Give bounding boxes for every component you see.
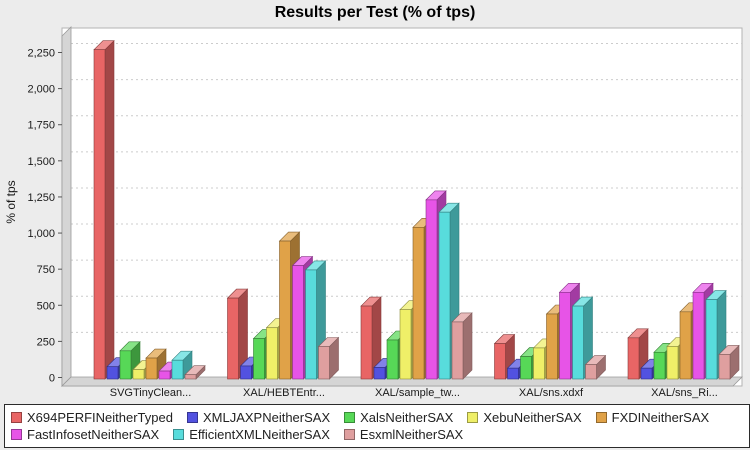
left-wall xyxy=(61,26,72,387)
bar-EsxmlNeitherSAX xyxy=(451,321,464,380)
bar-XMLJAXPNeitherSAX xyxy=(640,367,653,380)
category-label: XAL/sns.xdxf xyxy=(519,387,584,399)
legend-color-chip xyxy=(173,429,185,440)
bar-XalsNeitherSAX xyxy=(119,350,132,380)
bar-side xyxy=(104,39,115,380)
y-tick-label: 750 xyxy=(37,264,55,276)
bar-X694PERFINeitherTyped xyxy=(227,297,239,380)
legend-color-chip xyxy=(343,429,355,440)
bar-FastInfosetNeitherSAX xyxy=(158,370,171,380)
bar-EfficientXMLNeitherSAX xyxy=(705,299,718,380)
y-tick-label: 250 xyxy=(37,336,55,348)
legend-label: XMLJAXPNeitherSAX xyxy=(202,410,331,425)
legend-label: EsxmlNeitherSAX xyxy=(359,427,464,442)
legend-label: FastInfosetNeitherSAX xyxy=(27,427,160,442)
legend-label: EfficientXMLNeitherSAX xyxy=(189,427,330,442)
chart-title: Results per Test (% of tps) xyxy=(274,4,476,21)
bar-FastInfosetNeitherSAX xyxy=(692,292,705,380)
bar-XebuNeitherSAX xyxy=(399,309,412,380)
bar-XebuNeitherSAX xyxy=(266,327,278,380)
bar-EsxmlNeitherSAX xyxy=(718,354,731,380)
legend-label: XalsNeitherSAX xyxy=(360,410,454,425)
bar-X694PERFINeitherTyped xyxy=(494,343,506,380)
bar-XMLJAXPNeitherSAX xyxy=(373,367,386,380)
bar-XalsNeitherSAX xyxy=(520,356,532,380)
legend-label: X694PERFINeitherTyped xyxy=(27,410,173,425)
bar-side xyxy=(462,312,473,380)
bar-XMLJAXPNeitherSAX xyxy=(106,366,119,380)
legend-color-chip xyxy=(11,429,22,440)
y-tick-label: 1,750 xyxy=(27,120,55,132)
bar-FXDINeitherSAX xyxy=(412,227,425,380)
y-axis-title: % of tps xyxy=(4,180,18,223)
y-tick-label: 1,000 xyxy=(27,228,55,240)
legend-row: FastInfosetNeitherSAX EfficientXMLNeither… xyxy=(11,427,743,442)
bar-XalsNeitherSAX xyxy=(386,339,399,380)
y-tick-label: 0 xyxy=(49,373,55,385)
category-label: XAL/HEBTEntr... xyxy=(243,387,325,399)
legend-color-chip xyxy=(467,412,479,423)
bar-XebuNeitherSAX xyxy=(666,346,679,380)
chart-legend: X694PERFINeitherTyped XMLJAXPNeitherSAX Xa… xyxy=(4,404,750,448)
bar-X694PERFINeitherTyped xyxy=(627,337,640,380)
category-label: XAL/sns_Ri... xyxy=(651,387,718,399)
legend-item-FastInfosetNeitherSAX: FastInfosetNeitherSAX xyxy=(11,427,159,442)
bar-EfficientXMLNeitherSAX xyxy=(438,211,451,380)
legend-item-XalsNeitherSAX: XalsNeitherSAX xyxy=(344,410,453,425)
bar-FastInfosetNeitherSAX xyxy=(292,265,304,380)
bar-X694PERFINeitherTyped xyxy=(93,49,106,380)
legend-item-FXDINeitherSAX: FXDINeitherSAX xyxy=(595,410,710,425)
legend-label: XebuNeitherSAX xyxy=(483,410,582,425)
bar-EsxmlNeitherSAX xyxy=(184,374,197,380)
legend-color-chip xyxy=(595,412,607,423)
bar-XMLJAXPNeitherSAX xyxy=(507,367,519,380)
category-label: SVGTinyClean... xyxy=(110,387,192,399)
results-bar-chart: 0 250 500 750 1,000 1,250 1,500 1,750 2,000 2,250… xyxy=(4,26,743,399)
bar-FXDINeitherSAX xyxy=(546,313,558,380)
y-tick-label: 500 xyxy=(37,300,55,312)
legend-label: FXDINeitherSAX xyxy=(611,410,710,425)
bar-FXDINeitherSAX xyxy=(279,240,291,380)
bar-XebuNeitherSAX xyxy=(132,369,145,380)
bar-EsxmlNeitherSAX xyxy=(585,364,597,380)
legend-item-EfficientXMLNeitherSAX: EfficientXMLNeitherSAX xyxy=(173,427,330,442)
bar-XalsNeitherSAX xyxy=(653,351,666,380)
bar-XMLJAXPNeitherSAX xyxy=(240,365,252,380)
bar-FastInfosetNeitherSAX xyxy=(425,199,438,380)
legend-row: X694PERFINeitherTyped XMLJAXPNeitherSAX Xa… xyxy=(11,410,743,425)
bar-EfficientXMLNeitherSAX xyxy=(305,269,317,380)
legend-color-chip xyxy=(11,412,22,423)
bar-EfficientXMLNeitherSAX xyxy=(572,305,584,380)
legend-item-X694PERFINeitherTyped: X694PERFINeitherTyped xyxy=(11,410,173,425)
bar-XebuNeitherSAX xyxy=(533,347,545,380)
bar-FXDINeitherSAX xyxy=(679,311,692,380)
bar-FXDINeitherSAX xyxy=(145,357,158,380)
legend-item-XMLJAXPNeitherSAX: XMLJAXPNeitherSAX xyxy=(186,410,331,425)
legend-color-chip xyxy=(186,412,198,423)
bar-XalsNeitherSAX xyxy=(253,338,265,380)
legend-item-EsxmlNeitherSAX: EsxmlNeitherSAX xyxy=(343,427,464,442)
category-label: XAL/sample_tw... xyxy=(375,387,460,399)
bar-EfficientXMLNeitherSAX xyxy=(171,359,184,380)
bar-FastInfosetNeitherSAX xyxy=(559,292,571,380)
legend-item-XebuNeitherSAX: XebuNeitherSAX xyxy=(467,410,582,425)
y-tick-label: 1,250 xyxy=(27,192,55,204)
y-tick-label: 2,250 xyxy=(27,48,55,60)
bar-X694PERFINeitherTyped xyxy=(360,305,373,380)
y-tick-label: 1,500 xyxy=(27,156,55,168)
legend-color-chip xyxy=(344,412,356,423)
y-tick-label: 2,000 xyxy=(27,84,55,96)
bar-EsxmlNeitherSAX xyxy=(318,346,330,380)
